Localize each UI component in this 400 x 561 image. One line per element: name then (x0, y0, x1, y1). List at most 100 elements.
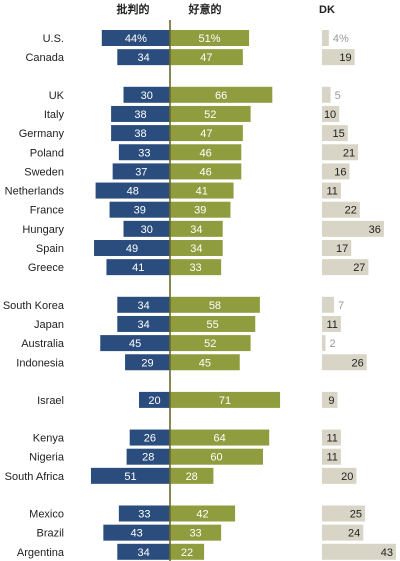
bar-dk (322, 49, 355, 66)
bar-favorable (170, 182, 234, 199)
bar-dk (322, 543, 396, 560)
chart-row-argentina: Argentina 34 22 43 (17, 543, 396, 560)
chart-row-canada: Canada 34 47 19 (25, 49, 355, 66)
bar-unfavorable (123, 220, 170, 237)
country-label: Israel (37, 395, 64, 407)
bar-favorable (170, 315, 256, 332)
bar-unfavorable (95, 182, 170, 199)
bar-unfavorable (129, 429, 170, 446)
country-label: France (30, 205, 64, 217)
bar-dk (322, 315, 341, 332)
value-label-unfavorable: 29 (141, 357, 153, 369)
chart-row-south-africa: South Africa 51 28 20 (5, 467, 357, 484)
bar-unfavorable (123, 86, 170, 103)
bar-unfavorable (117, 315, 170, 332)
value-label-favorable: 60 (210, 452, 222, 464)
value-label-dk: 16 (334, 166, 346, 178)
bar-favorable (170, 201, 231, 218)
value-label-unfavorable: 38 (134, 128, 146, 140)
bar-favorable (170, 505, 236, 522)
bar-dk (322, 429, 341, 446)
value-label-unfavorable: 45 (129, 338, 141, 350)
header-dk: DK (319, 4, 335, 16)
value-label-dk: 9 (328, 395, 334, 407)
country-label: Germany (19, 128, 65, 140)
chart-row-hungary: Hungary 30 34 36 (22, 220, 384, 237)
country-label: Sweden (24, 166, 64, 178)
bar-dk (322, 144, 359, 161)
value-label-favorable: 66 (215, 90, 227, 102)
bar-unfavorable (117, 49, 170, 66)
chart-row-mexico: Mexico 33 42 25 (29, 505, 365, 522)
chart-row-kenya: Kenya 26 64 11 (33, 429, 341, 446)
bar-unfavorable (139, 391, 170, 408)
bar-favorable (170, 49, 243, 66)
bar-dk (322, 105, 340, 122)
value-label-unfavorable: 28 (142, 452, 154, 464)
country-label: Mexico (29, 509, 64, 521)
bar-dk (322, 201, 360, 218)
bar-unfavorable (111, 125, 170, 142)
value-label-favorable: 41 (196, 186, 208, 198)
bar-favorable (170, 259, 222, 276)
chart-row-uk: UK 30 66 5 (49, 86, 341, 103)
bar-favorable (170, 467, 214, 484)
bar-favorable (170, 240, 223, 256)
value-label-unfavorable: 30 (141, 90, 153, 102)
value-label-dk: 11 (326, 452, 337, 464)
rows-layer: U.S. 44% 51% 4% Canada 34 47 19 UK 30 66 5 Italy 38 52… (3, 30, 396, 560)
bar-dk (322, 240, 352, 256)
bar-favorable (170, 524, 222, 541)
chart-row-brazil: Brazil 43 33 24 (36, 524, 364, 541)
value-label-dk: 21 (343, 147, 355, 159)
bar-dk (322, 86, 331, 103)
value-label-favorable: 39 (194, 205, 206, 217)
value-label-favorable: 22 (181, 547, 193, 559)
value-label-unfavorable: 33 (138, 509, 150, 521)
value-label-dk: 27 (353, 262, 365, 274)
chart-row-netherlands: Netherlands 48 41 11 (5, 182, 341, 199)
bar-favorable (170, 30, 250, 46)
country-label: Italy (44, 109, 65, 121)
chart-row-sweden: Sweden 37 46 16 (24, 163, 350, 180)
country-label: U.S. (43, 33, 64, 45)
bar-dk (322, 220, 384, 237)
country-label: South Africa (5, 471, 65, 483)
value-label-unfavorable: 37 (135, 166, 147, 178)
value-label-favorable: 58 (209, 300, 221, 312)
chart-row-greece: Greece 41 33 27 (28, 259, 369, 276)
value-label-dk: 15 (333, 128, 345, 140)
chart-row-france: France 39 39 22 (30, 201, 360, 218)
country-label: Kenya (33, 433, 65, 445)
chart-row-spain: Spain 49 34 17 (36, 240, 352, 256)
country-label: South Korea (3, 300, 65, 312)
value-label-unfavorable: 41 (132, 262, 144, 274)
country-label: Poland (30, 147, 64, 159)
bar-favorable (170, 391, 281, 408)
bar-favorable (170, 354, 240, 371)
value-label-favorable: 33 (189, 262, 201, 274)
value-label-unfavorable: 51 (124, 471, 136, 483)
value-label-unfavorable: 33 (138, 147, 150, 159)
value-label-unfavorable: 34 (138, 52, 150, 64)
value-label-dk: 7 (338, 300, 344, 312)
bar-favorable (170, 125, 243, 142)
bar-favorable (170, 429, 270, 446)
bar-dk (322, 391, 338, 408)
bar-unfavorable (112, 163, 170, 180)
value-label-favorable: 42 (196, 509, 208, 521)
country-label: Indonesia (16, 357, 65, 369)
bar-unfavorable (117, 543, 170, 560)
bar-unfavorable (106, 259, 170, 276)
value-label-favorable: 45 (199, 357, 211, 369)
bar-favorable (170, 335, 251, 352)
value-label-dk: 22 (345, 205, 357, 217)
value-label-favorable: 52 (204, 338, 216, 350)
bar-dk (322, 125, 348, 142)
value-label-favorable: 51% (199, 33, 221, 45)
bar-favorable (170, 86, 273, 103)
value-label-dk: 11 (326, 319, 337, 331)
bar-favorable (170, 543, 205, 560)
country-label: Spain (36, 243, 64, 255)
